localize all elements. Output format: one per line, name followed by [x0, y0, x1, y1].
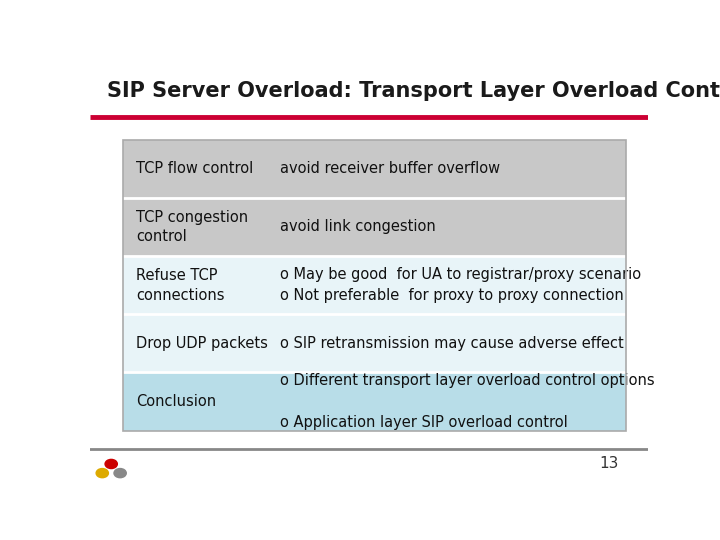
Circle shape [105, 460, 117, 469]
Text: Refuse TCP
connections: Refuse TCP connections [136, 268, 224, 302]
Text: o SIP retransmission may cause adverse effect: o SIP retransmission may cause adverse e… [279, 336, 624, 351]
Text: TCP flow control: TCP flow control [136, 161, 253, 176]
Bar [124, 373, 626, 431]
Text: Conclusion: Conclusion [136, 394, 216, 409]
Text: avoid link congestion: avoid link congestion [279, 219, 436, 234]
Text: avoid receiver buffer overflow: avoid receiver buffer overflow [279, 161, 500, 176]
Bar [124, 140, 626, 198]
Text: SIP Server Overload: Transport Layer Overload Control for SIP?: SIP Server Overload: Transport Layer Ove… [107, 82, 720, 102]
Circle shape [96, 469, 109, 478]
Text: TCP congestion
control: TCP congestion control [136, 210, 248, 245]
Bar [124, 256, 626, 314]
Circle shape [114, 469, 126, 478]
Bar [124, 314, 626, 373]
Bar [124, 140, 626, 431]
Text: 13: 13 [599, 456, 618, 471]
Bar [124, 198, 626, 256]
Text: o Different transport layer overload control options

o Application layer SIP ov: o Different transport layer overload con… [279, 373, 654, 430]
Text: Drop UDP packets: Drop UDP packets [136, 336, 268, 351]
Text: o May be good  for UA to registrar/proxy scenario
o Not preferable  for proxy to: o May be good for UA to registrar/proxy … [279, 267, 641, 303]
